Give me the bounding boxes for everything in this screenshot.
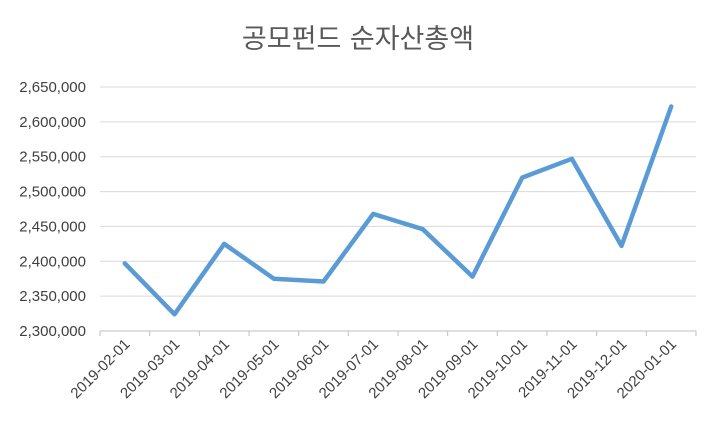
y-tick-label: 2,650,000 bbox=[19, 79, 86, 96]
x-axis-tick-labels: 2019-02-012019-03-012019-04-012019-05-01… bbox=[67, 336, 680, 402]
y-tick-label: 2,450,000 bbox=[19, 218, 86, 235]
axes bbox=[99, 330, 697, 336]
y-tick-label: 2,600,000 bbox=[19, 114, 86, 131]
series-line bbox=[122, 104, 674, 317]
y-tick-label: 2,500,000 bbox=[19, 184, 86, 201]
gridlines bbox=[100, 86, 696, 297]
y-tick-label: 2,300,000 bbox=[19, 323, 86, 340]
y-tick-label: 2,400,000 bbox=[19, 253, 86, 270]
chart-title: 공모펀드 순자산총액 bbox=[242, 24, 474, 55]
y-tick-label: 2,350,000 bbox=[19, 288, 86, 305]
y-axis-tick-labels: 2,300,000 2,350,000 2,400,000 2,450,000 2,50… bbox=[19, 79, 86, 340]
series bbox=[122, 104, 674, 317]
y-tick-label: 2,550,000 bbox=[19, 149, 86, 166]
